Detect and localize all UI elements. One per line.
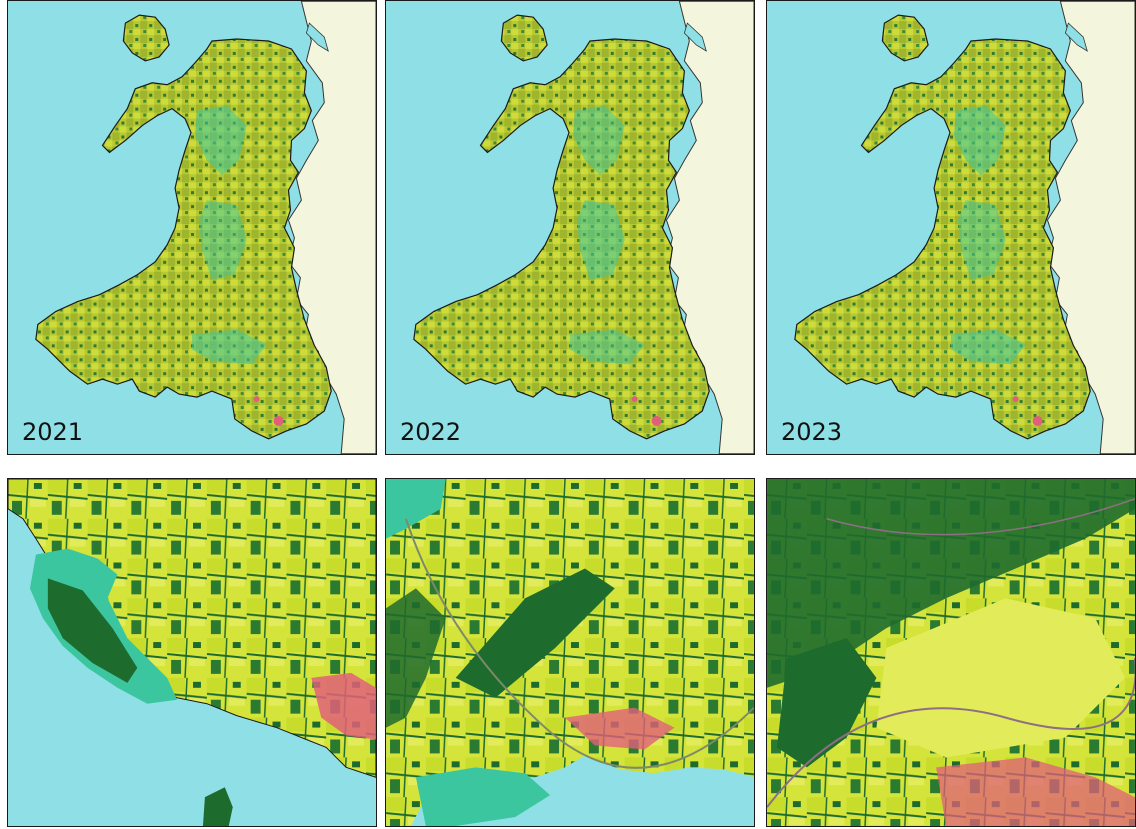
wales-landmass: [794, 38, 1091, 440]
wales-map-2023: 2023: [766, 0, 1136, 455]
woodland-patch: [455, 568, 615, 698]
upland-region: [951, 329, 1026, 365]
urban-area: [1032, 415, 1043, 426]
dee-estuary: [305, 22, 329, 52]
zoom-panel-1: [7, 478, 377, 827]
urban-area: [311, 672, 376, 740]
upland-region: [198, 200, 247, 280]
zoom-panel-2: [385, 478, 755, 827]
coastal-marsh: [415, 767, 551, 826]
upland-region: [953, 105, 1006, 176]
wales-landmass: [413, 38, 710, 440]
year-label: 2022: [400, 418, 462, 446]
wales-landmass: [35, 38, 332, 440]
urban-area: [273, 415, 284, 426]
map-canvas: [794, 1, 1135, 454]
upland-region: [576, 200, 625, 280]
year-label: 2023: [781, 418, 843, 446]
road: [405, 518, 754, 769]
road: [826, 498, 1135, 536]
upland-region: [572, 105, 625, 176]
woodland-patch: [767, 479, 1135, 688]
dee-estuary: [683, 22, 707, 52]
anglesey: [122, 14, 170, 62]
urban-area: [631, 396, 638, 403]
road: [767, 657, 1135, 808]
dee-estuary: [1064, 22, 1088, 52]
year-label: 2021: [22, 418, 84, 446]
urban-area: [1012, 396, 1019, 403]
urban-area: [253, 396, 260, 403]
urban-area: [936, 757, 1135, 826]
zoom-canvas: [8, 479, 376, 826]
land-area: [386, 479, 754, 826]
map-canvas: [413, 1, 754, 454]
zoom-canvas: [767, 479, 1135, 826]
upland-region: [386, 479, 446, 539]
urban-area: [651, 415, 662, 426]
wales-map-2022: 2022: [385, 0, 755, 455]
zoom-canvas: [386, 479, 754, 826]
land-area: [202, 787, 233, 826]
anglesey: [881, 14, 929, 62]
grassland-field: [876, 598, 1125, 758]
urban-area: [565, 707, 675, 750]
wales-map-2021: 2021: [7, 0, 377, 455]
map-canvas: [35, 1, 376, 454]
upland-region: [194, 105, 247, 176]
woodland-patch: [777, 638, 877, 768]
zoom-panel-3: [766, 478, 1136, 827]
upland-region: [957, 200, 1006, 280]
upland-region: [192, 329, 267, 365]
upland-region: [570, 329, 645, 365]
woodland-patch: [47, 578, 138, 683]
anglesey: [500, 14, 548, 62]
woodland-patch: [386, 588, 446, 728]
